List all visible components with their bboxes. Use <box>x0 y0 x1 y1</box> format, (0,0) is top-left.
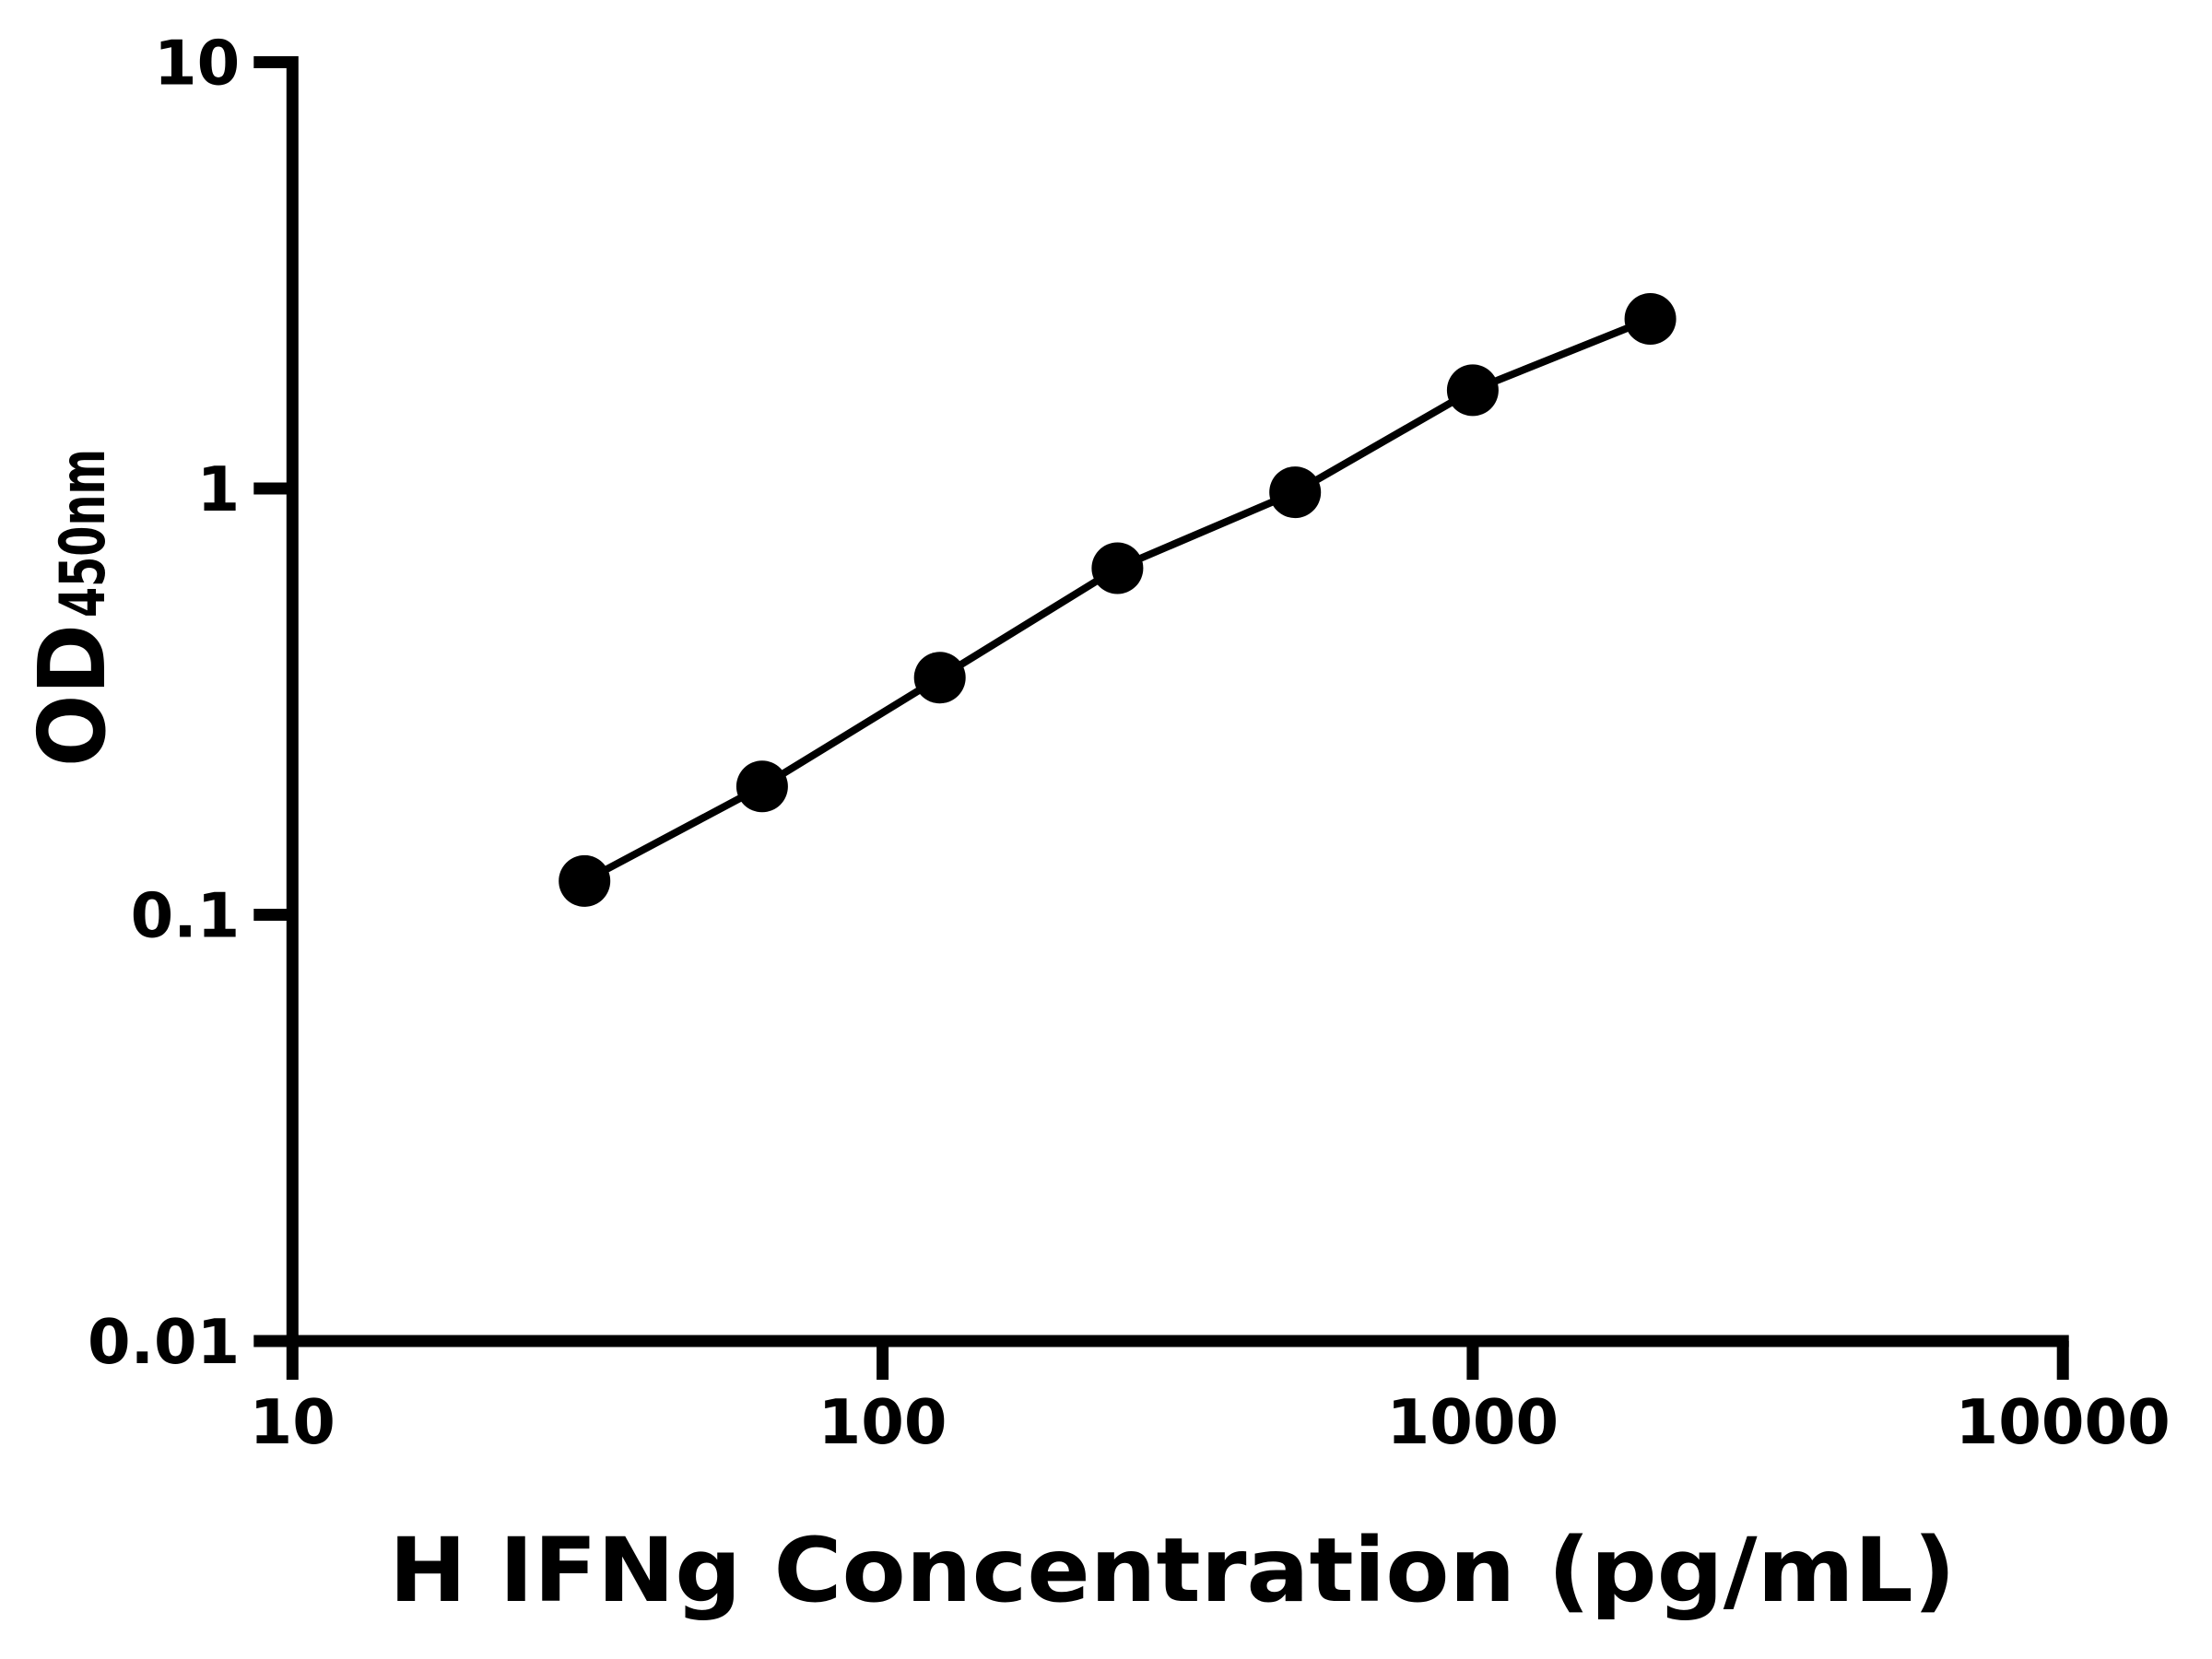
data-point-marker <box>1091 542 1144 594</box>
data-point-marker <box>1446 364 1499 417</box>
x-axis-title: H IFNg Concentration (pg/mL) <box>389 1519 1956 1622</box>
y-axis-tick-label: 0.01 <box>88 1306 240 1378</box>
data-point-marker <box>913 652 966 704</box>
x-axis-tick-label: 1000 <box>1387 1386 1559 1458</box>
x-axis-tick-label: 100 <box>818 1386 947 1458</box>
y-axis-title-main: OD <box>18 624 126 767</box>
x-axis-tick-label: 10000 <box>1956 1386 2171 1458</box>
data-point-marker <box>1269 466 1322 519</box>
y-axis-tick-label: 1 <box>197 453 241 525</box>
data-point-marker <box>559 854 611 907</box>
y-axis-tick-label: 0.1 <box>131 880 241 952</box>
data-point-marker <box>1624 293 1677 345</box>
x-axis-tick-label: 10 <box>250 1386 335 1458</box>
y-axis-title-subscript: 450nm <box>47 449 120 618</box>
data-point-marker <box>735 760 788 813</box>
y-axis-tick-label: 10 <box>154 28 240 100</box>
